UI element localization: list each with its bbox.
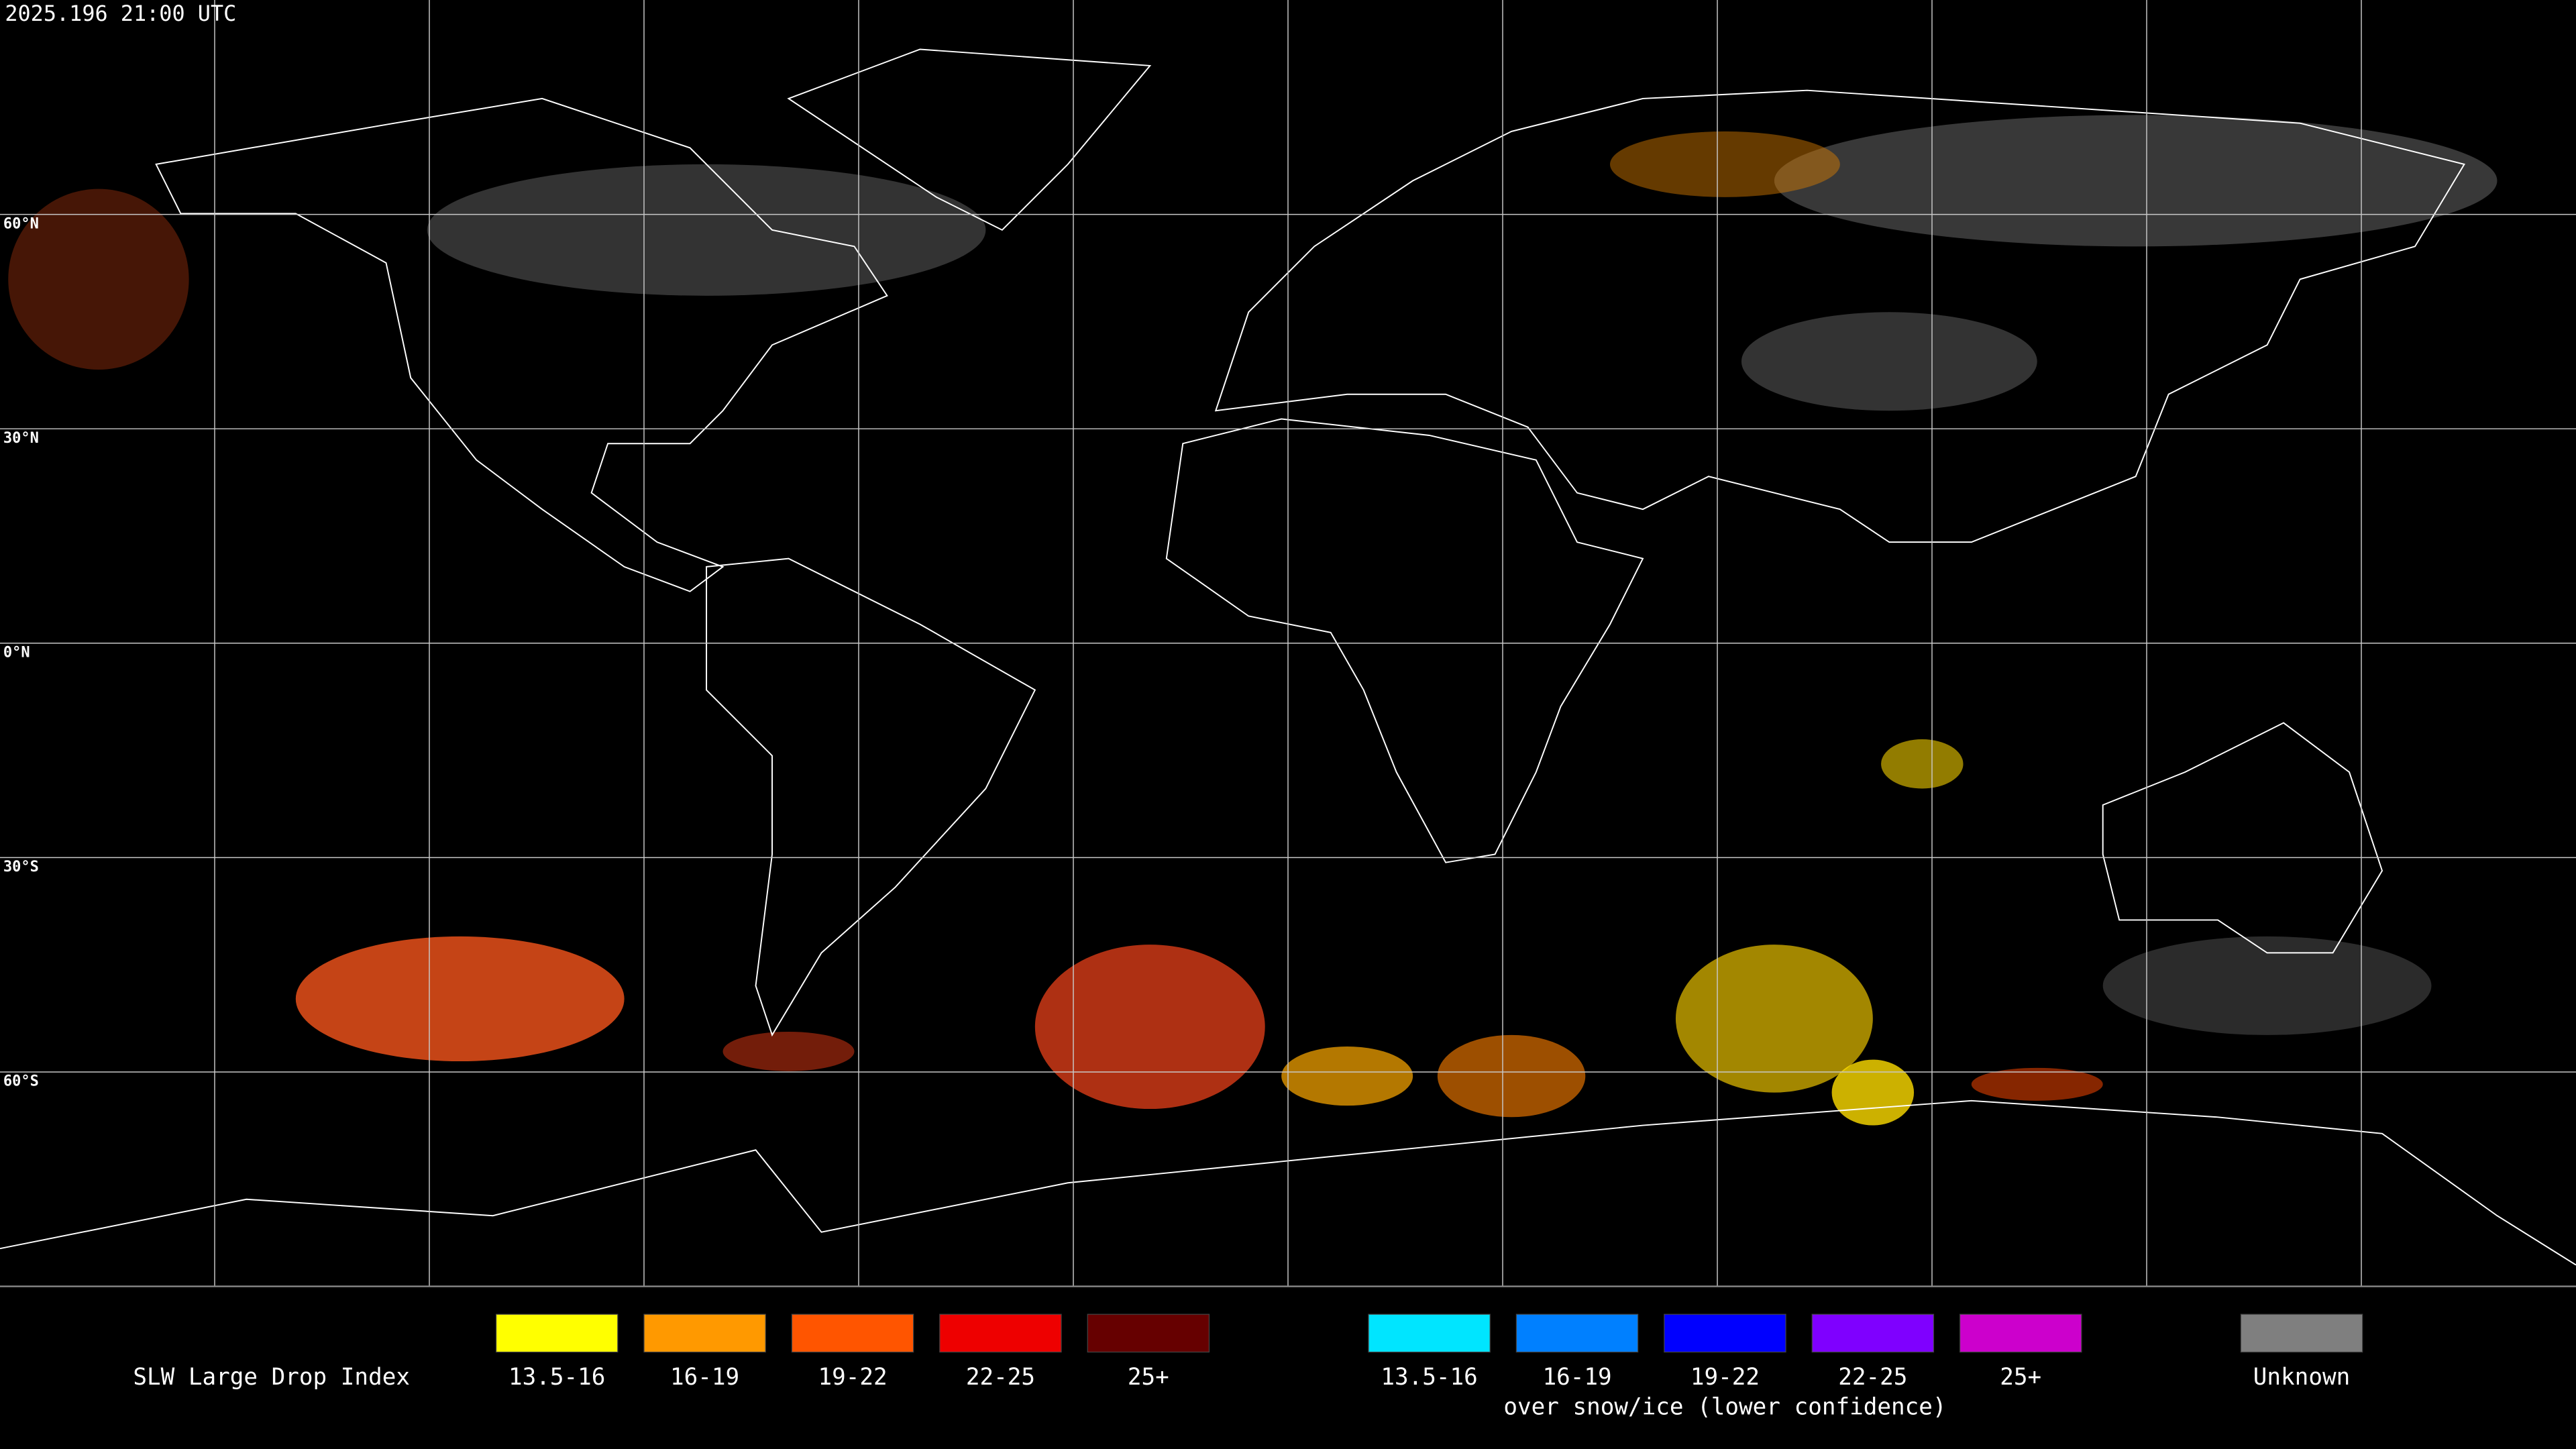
- legend-label: 25+: [2000, 1364, 2041, 1391]
- coastline: [0, 1099, 2576, 1266]
- cloud-patch: [1881, 739, 1964, 789]
- legend-label: 16-19: [1542, 1364, 1611, 1391]
- legend-label: 16-19: [670, 1364, 739, 1391]
- legend-label: Unknown: [2253, 1364, 2350, 1391]
- cloud-patch: [1831, 1059, 1915, 1126]
- cloud-patch: [1437, 1034, 1586, 1118]
- legend-swatch: [1664, 1313, 1786, 1353]
- graticule: [0, 0, 2576, 1287]
- lat-label: 30°N: [3, 430, 39, 447]
- legend-label: 22-25: [966, 1364, 1035, 1391]
- legend-swatch: [1087, 1313, 1210, 1353]
- legend-swatch: [2240, 1313, 2363, 1353]
- lat-label: 60°N: [3, 215, 39, 232]
- legend-label: 13.5-16: [508, 1364, 605, 1391]
- coastline: [787, 48, 1152, 231]
- cloud-patch: [1281, 1046, 1413, 1106]
- cloud-patch: [8, 189, 189, 370]
- cloud-patch: [1774, 115, 2498, 247]
- legend-label: 19-22: [818, 1364, 887, 1391]
- legend-note: over snow/ice (lower confidence): [1503, 1393, 1946, 1420]
- cloud-patch: [295, 936, 625, 1062]
- legend-swatch: [1811, 1313, 1935, 1353]
- legend-title: SLW Large Drop Index: [133, 1364, 410, 1391]
- lat-label: 60°S: [3, 1073, 39, 1090]
- legend-swatch: [495, 1313, 619, 1353]
- legend-swatch: [1960, 1313, 2082, 1353]
- legend-swatch: [791, 1313, 914, 1353]
- legend-swatch: [1368, 1313, 1491, 1353]
- coastline: [1214, 89, 2465, 543]
- cloud-patch: [1741, 312, 2037, 411]
- legend-label: 22-25: [1838, 1364, 1907, 1391]
- legend-swatch: [939, 1313, 1062, 1353]
- coastline: [706, 557, 1036, 1037]
- lat-label: 30°S: [3, 859, 39, 875]
- cloud-patch: [427, 164, 986, 296]
- cloud-imagery: [8, 115, 2498, 1126]
- cloud-patch: [2102, 936, 2432, 1035]
- legend-label: 19-22: [1690, 1364, 1760, 1391]
- legend-swatch: [643, 1313, 766, 1353]
- legend-label: 13.5-16: [1381, 1364, 1477, 1391]
- legend-label: 25+: [1128, 1364, 1169, 1391]
- coastline: [155, 97, 888, 592]
- coastline: [2102, 722, 2383, 954]
- legend-swatch: [1515, 1313, 1639, 1353]
- cloud-patch: [1034, 945, 1265, 1110]
- cloud-patch: [1675, 945, 1873, 1093]
- cloud-patch: [1610, 131, 1840, 197]
- coastlines: [0, 48, 2576, 1266]
- cloud-patch: [1971, 1067, 2103, 1101]
- timestamp: 2025.196 21:00 UTC: [5, 1, 236, 26]
- cloud-patch: [722, 1031, 855, 1071]
- lat-label: 0°N: [3, 644, 30, 661]
- coastline: [1165, 418, 1644, 863]
